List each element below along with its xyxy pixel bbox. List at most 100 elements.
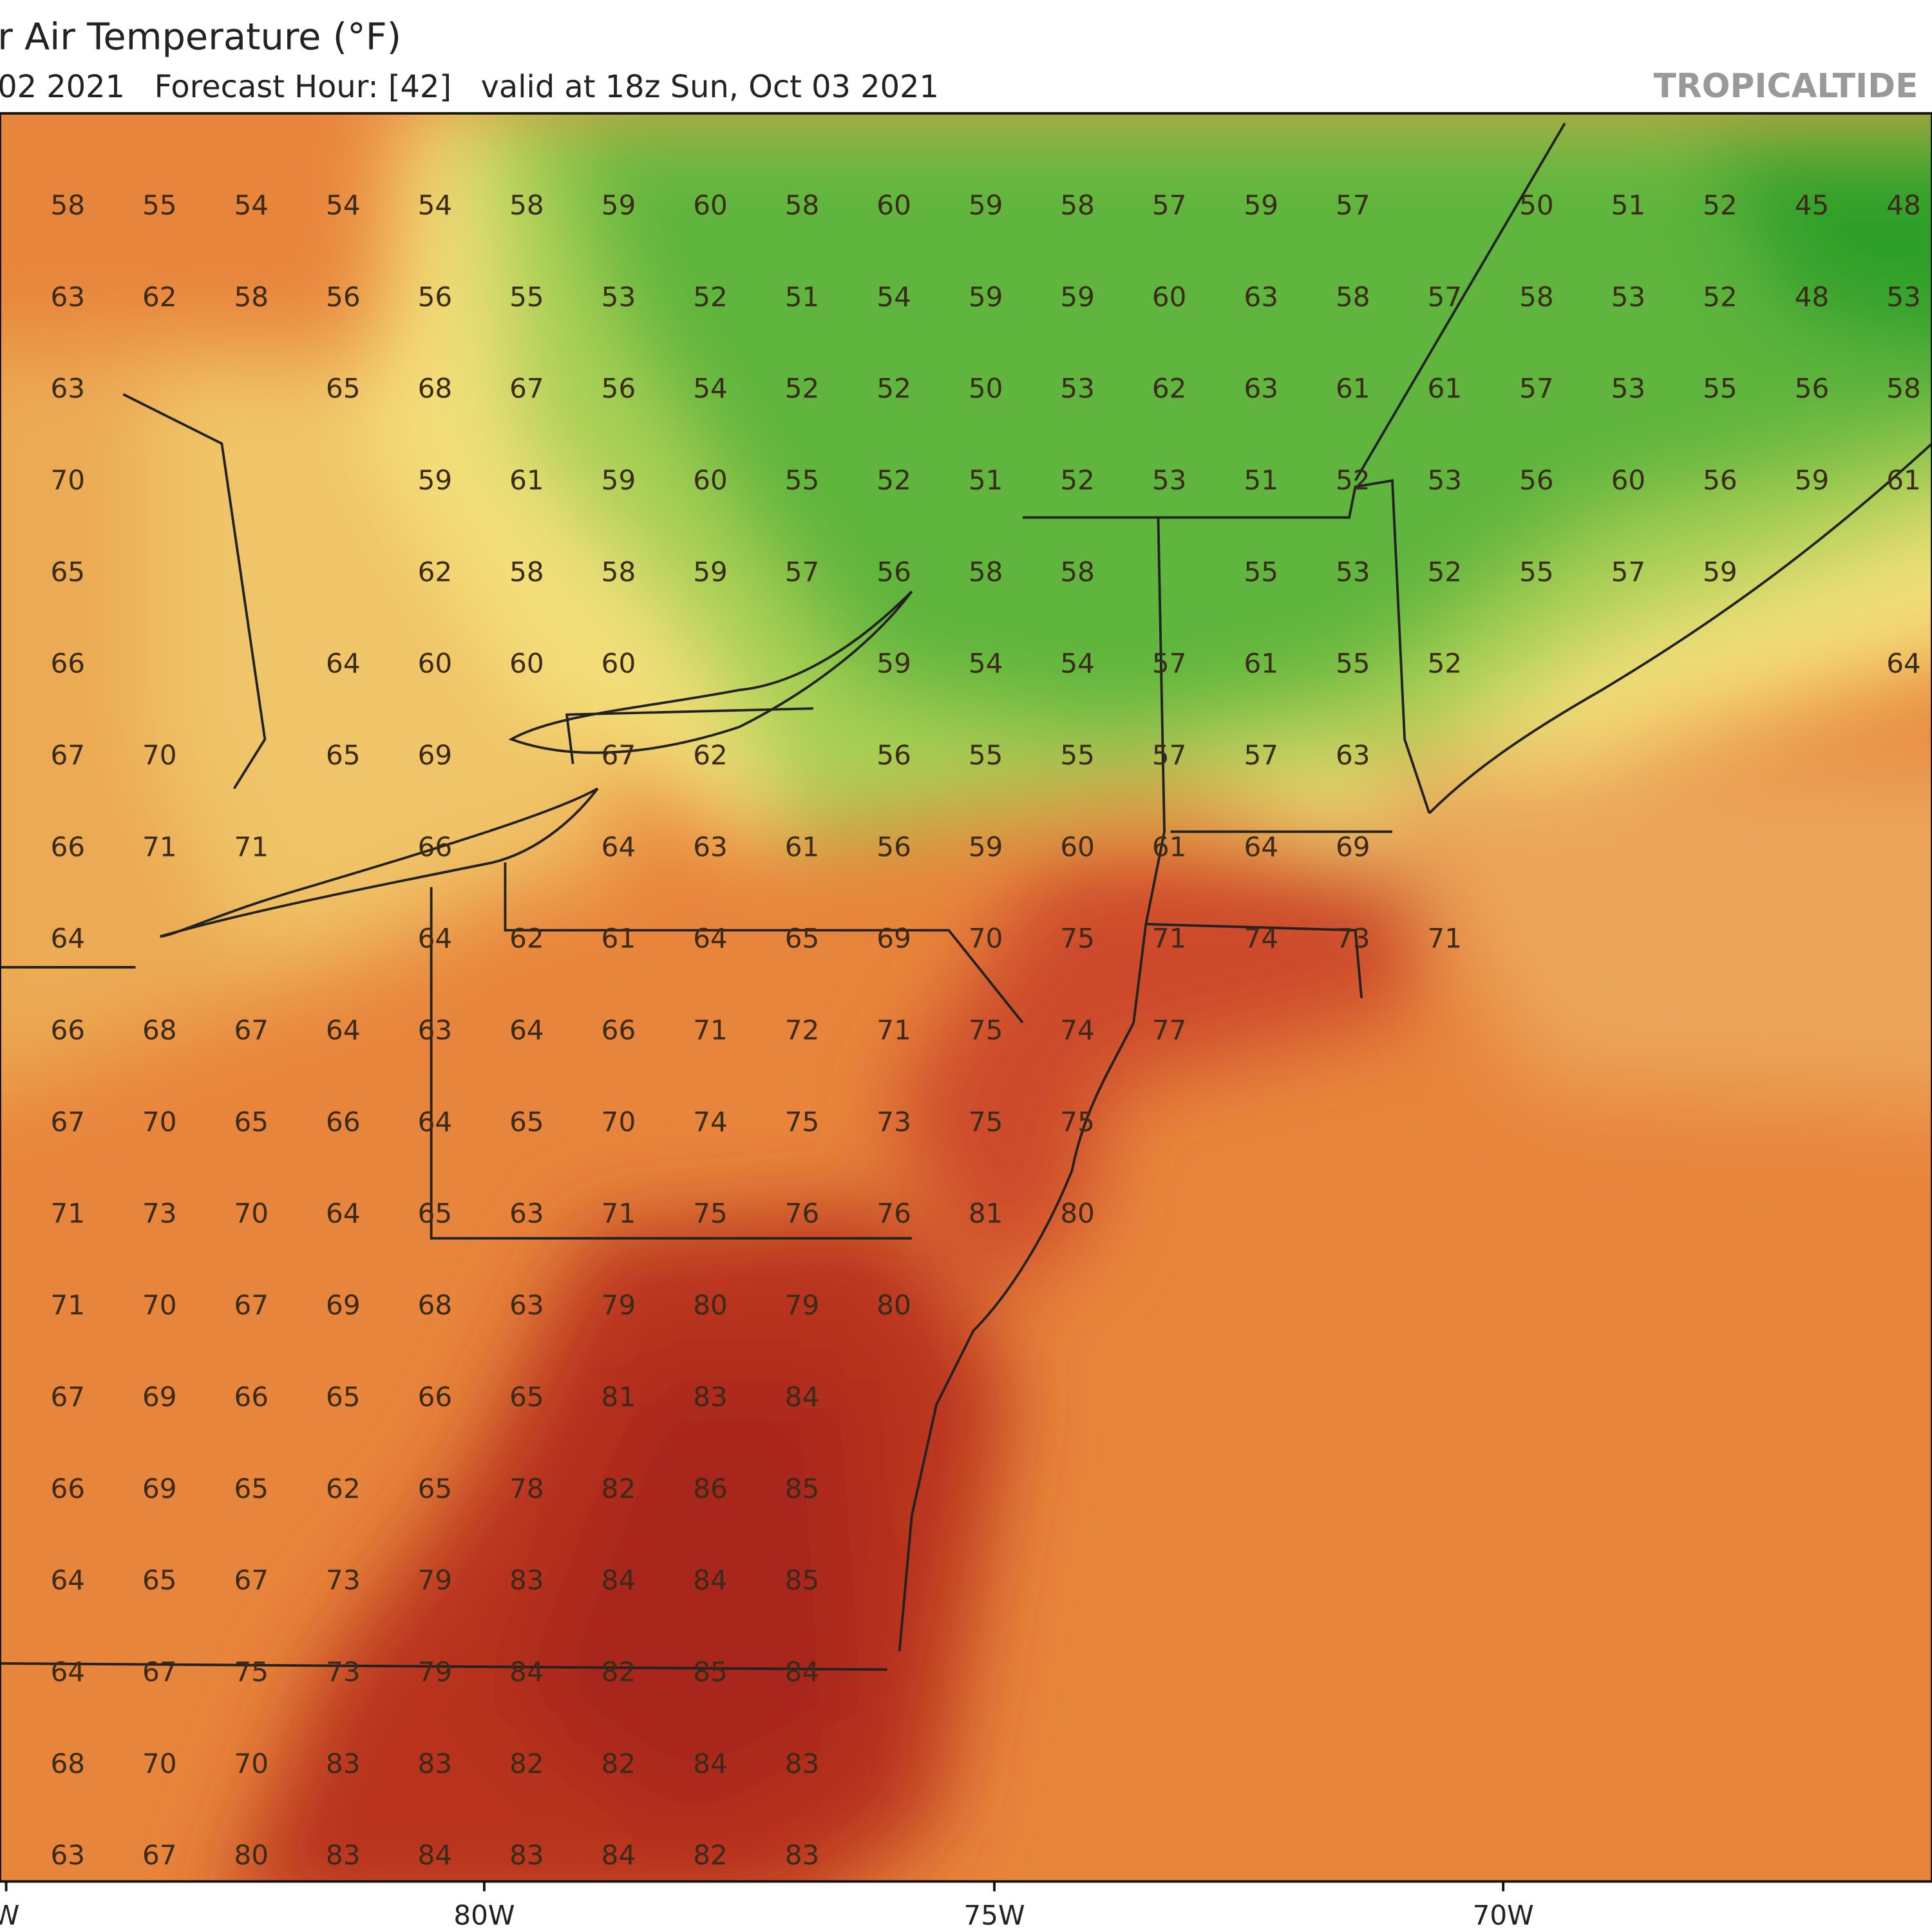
temperature-value: 59 (601, 464, 636, 496)
temperature-value: 59 (969, 831, 1003, 862)
temperature-value: 65 (234, 1106, 269, 1137)
temperature-value: 79 (418, 1564, 453, 1596)
temperature-value: 66 (234, 1381, 269, 1412)
temperature-value: 52 (876, 464, 911, 496)
temperature-value: 86 (693, 1473, 728, 1504)
temperature-value: 65 (509, 1106, 544, 1137)
temperature-value: 84 (693, 1564, 728, 1596)
temperature-value: 82 (693, 1839, 728, 1871)
temperature-value: 64 (1244, 831, 1278, 862)
temperature-value: 55 (142, 189, 177, 221)
temperature-value: 59 (693, 556, 728, 587)
axis-label: 70W (1473, 1900, 1534, 1931)
temperature-value: 51 (1611, 189, 1646, 221)
temperature-value: 65 (785, 923, 820, 954)
longitude-axis: W 80W 75W 70W (0, 1881, 1534, 1931)
temperature-value: 66 (326, 1106, 361, 1137)
temperature-value: 65 (326, 739, 361, 771)
temperature-value: 53 (1428, 464, 1463, 496)
temperature-value: 67 (142, 1656, 177, 1687)
temperature-value: 58 (601, 556, 636, 587)
temperature-value: 78 (509, 1473, 544, 1504)
axis-label: W (0, 1900, 19, 1931)
temperature-value: 64 (326, 648, 361, 679)
temperature-value: 83 (693, 1381, 728, 1412)
temperature-value: 84 (509, 1656, 544, 1687)
temperature-value: 66 (418, 1381, 453, 1412)
temperature-value: 56 (1519, 464, 1554, 496)
temperature-value: 61 (1428, 373, 1463, 404)
temperature-value: 53 (1060, 373, 1095, 404)
temperature-value: 70 (142, 1106, 177, 1137)
temperature-value: 54 (969, 648, 1003, 679)
temperature-value: 64 (50, 1656, 85, 1687)
temperature-value: 66 (50, 1014, 85, 1046)
temperature-value: 53 (1336, 556, 1370, 587)
temperature-value: 68 (50, 1748, 85, 1779)
title: r Air Temperature (°F) (0, 15, 401, 59)
temperature-value: 60 (1611, 464, 1646, 496)
temperature-value: 57 (1519, 373, 1554, 404)
temperature-value: 71 (234, 831, 269, 862)
temperature-value: 70 (234, 1198, 269, 1229)
temperature-value: 63 (1336, 739, 1370, 771)
temperature-value: 57 (1152, 739, 1187, 771)
temperature-value: 64 (50, 1564, 85, 1596)
temperature-value: 53 (1152, 464, 1187, 496)
temperature-value: 63 (1244, 373, 1278, 404)
temperature-value: 74 (1060, 1014, 1095, 1046)
temperature-value: 71 (142, 831, 177, 862)
temperature-value: 82 (601, 1748, 636, 1779)
temperature-value: 52 (785, 373, 820, 404)
temperature-value: 56 (418, 281, 453, 312)
temperature-value: 71 (50, 1198, 85, 1229)
temperature-value: 48 (1795, 281, 1830, 312)
temperature-value: 58 (1336, 281, 1370, 312)
temperature-value: 52 (1336, 464, 1370, 496)
temperature-value: 59 (1795, 464, 1830, 496)
temperature-value: 66 (50, 831, 85, 862)
temperature-value: 65 (418, 1473, 453, 1504)
temperature-value: 84 (785, 1381, 820, 1412)
temperature-value: 57 (1152, 189, 1187, 221)
temperature-value: 67 (509, 373, 544, 404)
temperature-value: 83 (418, 1748, 453, 1779)
temperature-value: 85 (785, 1564, 820, 1596)
temperature-value: 67 (142, 1839, 177, 1871)
temperature-value: 57 (1152, 648, 1187, 679)
temperature-value: 84 (693, 1748, 728, 1779)
temperature-value: 52 (1703, 189, 1738, 221)
temperature-value: 61 (1152, 831, 1187, 862)
temperature-value: 67 (50, 739, 85, 771)
temperature-value: 58 (785, 189, 820, 221)
temperature-value: 50 (1519, 189, 1554, 221)
temperature-value: 62 (418, 556, 453, 587)
temperature-value: 70 (234, 1748, 269, 1779)
temperature-value: 74 (693, 1106, 728, 1137)
temperature-value: 58 (234, 281, 269, 312)
temperature-value: 68 (418, 373, 453, 404)
temperature-value: 65 (50, 556, 85, 587)
temperature-value: 54 (326, 189, 361, 221)
temperature-value: 53 (601, 281, 636, 312)
temperature-value: 62 (693, 739, 728, 771)
temperature-value: 60 (1152, 281, 1187, 312)
temperature-value: 76 (785, 1198, 820, 1229)
temperature-value: 60 (418, 648, 453, 679)
temperature-value: 79 (601, 1289, 636, 1321)
temperature-value: 65 (326, 373, 361, 404)
temperature-value: 55 (1244, 556, 1278, 587)
temperature-value: 80 (876, 1289, 911, 1321)
temperature-value: 60 (693, 464, 728, 496)
axis-label: 75W (963, 1900, 1025, 1931)
temperature-value: 69 (1336, 831, 1370, 862)
temperature-value: 77 (1152, 1014, 1187, 1046)
temperature-value: 82 (601, 1473, 636, 1504)
temperature-labels: 58 55 54 54 54 58 59 60 58 60 59 58 57 59 57 50 51 52 45 48… (50, 189, 1920, 1871)
temperature-value: 69 (142, 1473, 177, 1504)
temperature-value: 63 (50, 373, 85, 404)
temperature-value: 82 (509, 1748, 544, 1779)
temperature-value: 62 (509, 923, 544, 954)
temperature-value: 66 (418, 831, 453, 862)
temperature-value: 71 (876, 1014, 911, 1046)
